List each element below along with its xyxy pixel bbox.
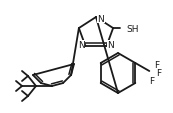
Text: SH: SH [126, 24, 139, 33]
Text: N: N [98, 14, 104, 23]
Text: N: N [107, 41, 114, 50]
Text: F: F [156, 69, 161, 78]
Text: F: F [149, 76, 154, 85]
Text: F: F [154, 61, 159, 70]
Text: N: N [78, 41, 85, 50]
